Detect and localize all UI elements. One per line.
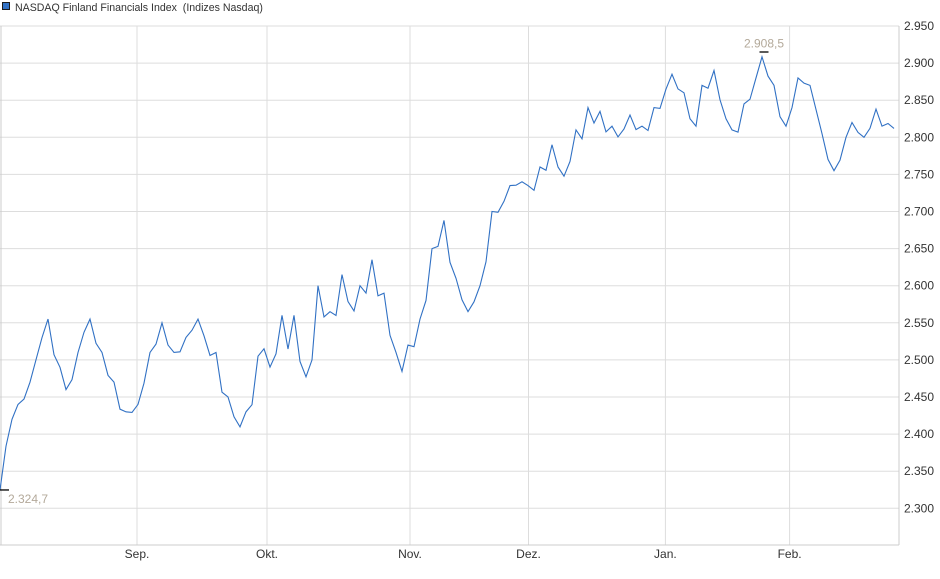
svg-text:Nov.: Nov. [398,547,422,561]
svg-text:2.908,5: 2.908,5 [744,37,784,51]
svg-text:2.850: 2.850 [904,93,934,107]
svg-text:2.700: 2.700 [904,205,934,219]
svg-text:2.550: 2.550 [904,316,934,330]
svg-text:2.800: 2.800 [904,130,934,144]
svg-text:2.650: 2.650 [904,242,934,256]
svg-text:Jan.: Jan. [654,547,677,561]
svg-text:Sep.: Sep. [125,547,150,561]
svg-text:2.750: 2.750 [904,167,934,181]
svg-text:Dez.: Dez. [516,547,541,561]
svg-text:2.900: 2.900 [904,56,934,70]
svg-text:Feb.: Feb. [778,547,802,561]
svg-text:2.950: 2.950 [904,19,934,33]
svg-text:Okt.: Okt. [256,547,278,561]
svg-text:2.600: 2.600 [904,279,934,293]
svg-text:2.300: 2.300 [904,501,934,515]
svg-text:2.400: 2.400 [904,427,934,441]
svg-text:2.450: 2.450 [904,390,934,404]
svg-text:2.500: 2.500 [904,353,934,367]
svg-text:2.350: 2.350 [904,464,934,478]
svg-text:2.324,7: 2.324,7 [8,492,48,506]
